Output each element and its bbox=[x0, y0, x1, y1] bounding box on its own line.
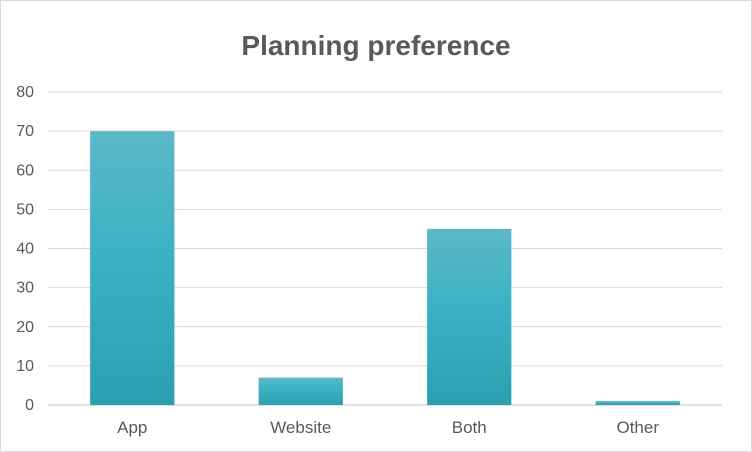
x-tick-label-app: App bbox=[117, 418, 147, 437]
y-tick-label: 50 bbox=[16, 201, 34, 218]
bars bbox=[90, 131, 680, 405]
y-tick-label: 0 bbox=[25, 397, 34, 414]
y-tick-label: 30 bbox=[16, 280, 34, 297]
y-tick-label: 20 bbox=[16, 319, 34, 336]
x-tick-label-website: Website bbox=[270, 418, 331, 437]
y-tick-label: 60 bbox=[16, 162, 34, 179]
y-tick-label: 80 bbox=[16, 84, 34, 101]
bar-app bbox=[90, 131, 175, 405]
bar-both bbox=[427, 228, 512, 405]
bar-website bbox=[258, 377, 343, 405]
chart-title: Planning preference bbox=[241, 30, 510, 61]
y-tick-label: 40 bbox=[16, 241, 34, 258]
bar-other bbox=[595, 401, 680, 405]
x-tick-label-both: Both bbox=[452, 418, 487, 437]
y-tick-label: 70 bbox=[16, 123, 34, 140]
x-axis-labels: App Website Both Other bbox=[117, 418, 659, 437]
y-axis-ticks: 0 10 20 30 40 50 60 70 80 bbox=[16, 84, 34, 414]
y-tick-label: 10 bbox=[16, 358, 34, 375]
x-tick-label-other: Other bbox=[616, 418, 659, 437]
